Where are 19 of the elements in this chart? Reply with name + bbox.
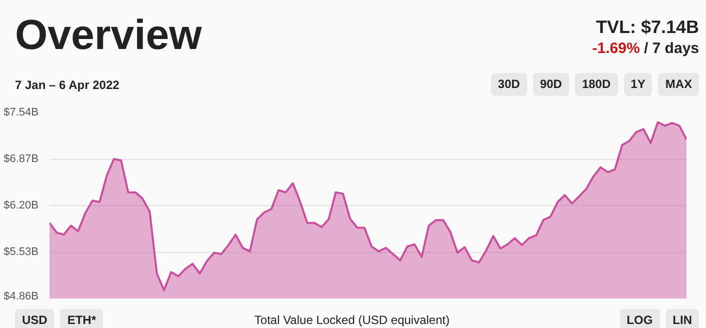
chart-title: Overview: [15, 10, 202, 60]
text: 90D: [532, 73, 569, 96]
chart-subtitle: 7 Jan – 6 Apr 2022: [15, 77, 120, 94]
y-tick-label: $4.86B: [4, 290, 39, 302]
text: TVL: $7.14B: [596, 17, 699, 37]
y-tick-label: $5.53B: [4, 246, 39, 258]
text: USD: [15, 309, 54, 328]
text: LIN: [666, 309, 699, 328]
text: 30D: [490, 73, 527, 96]
text: MAX: [658, 73, 699, 96]
y-tick-label: $6.87B: [4, 153, 39, 165]
text: -1.69% / 7 days: [592, 40, 699, 57]
text: ETH*: [60, 309, 104, 328]
text: 180D: [574, 73, 618, 96]
x-axis-title: Total Value Locked (USD equivalent): [254, 313, 450, 327]
text: 1Y: [624, 73, 652, 96]
y-tick-label: $7.54B: [4, 106, 39, 118]
y-tick-label: $6.20B: [4, 200, 39, 212]
text: LOG: [620, 309, 660, 328]
